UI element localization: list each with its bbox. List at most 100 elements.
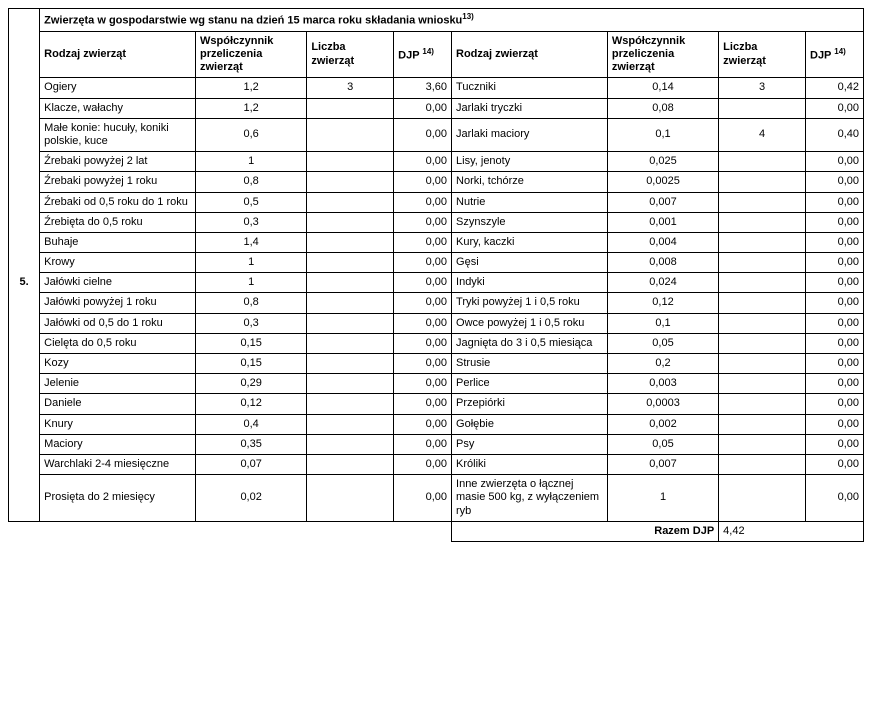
cell-rodzaj-left: Źrebaki od 0,5 roku do 1 roku (40, 192, 196, 212)
cell-wsp-left: 0,15 (196, 354, 307, 374)
cell-liczba-left (307, 394, 394, 414)
hdr-liczba-right: Liczba zwierząt (719, 31, 806, 78)
cell-wsp-right: 0,08 (607, 98, 718, 118)
cell-djp-right: 0,40 (806, 118, 864, 151)
cell-rodzaj-left: Klacze, wałachy (40, 98, 196, 118)
cell-wsp-left: 0,8 (196, 172, 307, 192)
cell-wsp-right: 0,14 (607, 78, 718, 98)
cell-rodzaj-left: Cielęta do 0,5 roku (40, 333, 196, 353)
cell-djp-left: 0,00 (394, 374, 452, 394)
cell-liczba-right (719, 253, 806, 273)
cell-djp-left: 0,00 (394, 454, 452, 474)
cell-liczba-right (719, 293, 806, 313)
cell-djp-right: 0,00 (806, 98, 864, 118)
cell-rodzaj-left: Źrebięta do 0,5 roku (40, 212, 196, 232)
cell-rodzaj-right: Owce powyżej 1 i 0,5 roku (452, 313, 608, 333)
cell-wsp-left: 0,15 (196, 333, 307, 353)
cell-wsp-right: 1 (607, 475, 718, 522)
cell-liczba-right (719, 475, 806, 522)
cell-djp-left: 0,00 (394, 313, 452, 333)
cell-rodzaj-right: Psy (452, 434, 608, 454)
cell-liczba-right: 4 (719, 118, 806, 151)
cell-liczba-left (307, 475, 394, 522)
cell-djp-left: 0,00 (394, 475, 452, 522)
cell-liczba-right (719, 414, 806, 434)
cell-djp-left: 0,00 (394, 434, 452, 454)
cell-wsp-left: 0,12 (196, 394, 307, 414)
cell-liczba-left (307, 293, 394, 313)
cell-rodzaj-right: Gęsi (452, 253, 608, 273)
cell-wsp-right: 0,0003 (607, 394, 718, 414)
cell-rodzaj-right: Tryki powyżej 1 i 0,5 roku (452, 293, 608, 313)
cell-rodzaj-left: Prosięta do 2 miesięcy (40, 475, 196, 522)
cell-wsp-right: 0,003 (607, 374, 718, 394)
cell-rodzaj-left: Ogiery (40, 78, 196, 98)
cell-liczba-right (719, 354, 806, 374)
cell-rodzaj-left: Warchlaki 2-4 miesięczne (40, 454, 196, 474)
cell-liczba-right: 3 (719, 78, 806, 98)
cell-wsp-right: 0,025 (607, 152, 718, 172)
cell-liczba-right (719, 374, 806, 394)
cell-liczba-left (307, 98, 394, 118)
hdr-rodzaj-left: Rodzaj zwierząt (40, 31, 196, 78)
cell-wsp-left: 0,8 (196, 293, 307, 313)
cell-djp-right: 0,00 (806, 212, 864, 232)
cell-djp-right: 0,00 (806, 475, 864, 522)
cell-rodzaj-left: Źrebaki powyżej 2 lat (40, 152, 196, 172)
cell-liczba-right (719, 232, 806, 252)
cell-liczba-left (307, 414, 394, 434)
section-title: Zwierzęta w gospodarstwie wg stanu na dz… (40, 9, 864, 32)
cell-rodzaj-left: Kozy (40, 354, 196, 374)
cell-djp-right: 0,00 (806, 293, 864, 313)
cell-liczba-left: 3 (307, 78, 394, 98)
cell-wsp-right: 0,05 (607, 333, 718, 353)
cell-djp-right: 0,00 (806, 273, 864, 293)
cell-rodzaj-right: Jarlaki maciory (452, 118, 608, 151)
cell-rodzaj-left: Knury (40, 414, 196, 434)
cell-djp-right: 0,00 (806, 192, 864, 212)
cell-rodzaj-right: Kury, kaczki (452, 232, 608, 252)
cell-rodzaj-right: Lisy, jenoty (452, 152, 608, 172)
cell-liczba-right (719, 152, 806, 172)
cell-liczba-left (307, 333, 394, 353)
cell-djp-left: 3,60 (394, 78, 452, 98)
cell-liczba-right (719, 98, 806, 118)
cell-djp-right: 0,00 (806, 333, 864, 353)
cell-djp-right: 0,00 (806, 394, 864, 414)
cell-wsp-left: 1 (196, 273, 307, 293)
cell-rodzaj-left: Jałówki powyżej 1 roku (40, 293, 196, 313)
cell-liczba-left (307, 212, 394, 232)
cell-rodzaj-right: Jarlaki tryczki (452, 98, 608, 118)
cell-djp-left: 0,00 (394, 333, 452, 353)
cell-rodzaj-right: Norki, tchórze (452, 172, 608, 192)
cell-liczba-left (307, 253, 394, 273)
cell-djp-left: 0,00 (394, 118, 452, 151)
cell-djp-right: 0,42 (806, 78, 864, 98)
cell-liczba-left (307, 192, 394, 212)
footer-blank (9, 521, 452, 541)
animal-table: Zwierzęta w gospodarstwie wg stanu na dz… (8, 8, 864, 542)
cell-djp-left: 0,00 (394, 172, 452, 192)
cell-djp-left: 0,00 (394, 192, 452, 212)
cell-liczba-right (719, 212, 806, 232)
cell-djp-left: 0,00 (394, 273, 452, 293)
cell-liczba-left (307, 454, 394, 474)
cell-wsp-right: 0,001 (607, 212, 718, 232)
cell-wsp-right: 0,007 (607, 192, 718, 212)
cell-wsp-right: 0,002 (607, 414, 718, 434)
cell-rodzaj-left: Daniele (40, 394, 196, 414)
cell-liczba-right (719, 313, 806, 333)
cell-djp-left: 0,00 (394, 232, 452, 252)
cell-djp-right: 0,00 (806, 253, 864, 273)
cell-liczba-left (307, 374, 394, 394)
cell-wsp-left: 1,2 (196, 98, 307, 118)
cell-liczba-left (307, 434, 394, 454)
cell-liczba-left (307, 273, 394, 293)
razem-djp-value: 4,42 (719, 521, 864, 541)
section-number: 5. (9, 273, 40, 293)
cell-djp-right: 0,00 (806, 374, 864, 394)
cell-liczba-left (307, 354, 394, 374)
cell-rodzaj-right: Przepiórki (452, 394, 608, 414)
cell-wsp-left: 0,5 (196, 192, 307, 212)
cell-wsp-left: 0,07 (196, 454, 307, 474)
